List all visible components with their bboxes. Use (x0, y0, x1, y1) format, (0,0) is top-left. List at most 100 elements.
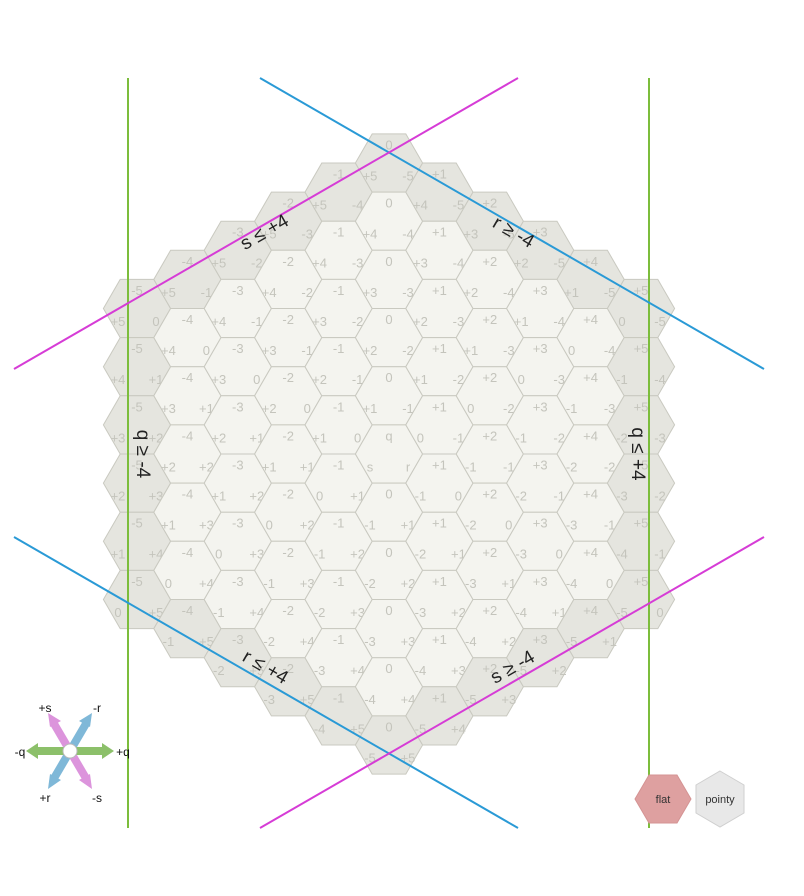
hex-r-coord: +3 (501, 692, 516, 707)
hex-q-coord: -3 (232, 283, 244, 298)
hex-s-coord: -3 (314, 663, 326, 678)
hex-q-coord: +5 (634, 283, 649, 298)
hex-s-coord: -3 (465, 576, 477, 591)
hex-q-coord: +3 (533, 283, 548, 298)
constraint-lines (13, 77, 765, 829)
hex-r-coord: -4 (553, 314, 565, 329)
hex-r-coord: -1 (352, 372, 364, 387)
hex-cell: +4-40 (556, 308, 625, 368)
hex-q-coord: -1 (333, 399, 345, 414)
hex-cell: -4+40 (153, 540, 222, 600)
hex-s-coord: -2 (263, 634, 275, 649)
hex-s-coord: -2 (515, 489, 527, 504)
hex-q-coord: -2 (282, 196, 294, 211)
hex-r-coord: -4 (604, 343, 616, 358)
hex-q-coord: -4 (182, 603, 194, 618)
hex-s-coord: +1 (564, 285, 579, 300)
hex-r-coord: 0 (656, 605, 663, 620)
hex-r-coord: +2 (199, 459, 214, 474)
hex-s-coord: -5 (364, 750, 376, 765)
hex-cell: 0 +2 -2 (354, 540, 424, 600)
hex-cell: -1 -2 +3 (304, 278, 373, 339)
hex-r-coord: +1 (401, 518, 416, 533)
hex-r-coord: -1 (654, 547, 666, 562)
hex-cell: +1 -5 +4 (405, 162, 474, 222)
hex-r-coord: +4 (199, 576, 214, 591)
hex-r-coord: -5 (402, 168, 414, 183)
hex-q-coord: -2 (282, 428, 294, 443)
pointy-button-label: pointy (705, 794, 735, 806)
minus-q-label: -q (15, 745, 26, 759)
hex-s-coord: -2 (616, 430, 628, 445)
hex-s-coord: +2 (211, 430, 226, 445)
hex-q-coord: +1 (432, 167, 447, 182)
hex-q-coord: -4 (182, 487, 194, 502)
flat-button[interactable]: flat (634, 774, 692, 824)
hex-cell: +1 +3 -4 (405, 628, 474, 688)
hex-s-coord: +2 (111, 489, 126, 504)
hex-r-coord: -1 (402, 401, 414, 416)
hex-q-coord: -2 (282, 603, 294, 618)
hex-s-coord: -5 (566, 634, 578, 649)
hex-r-coord: +4 (401, 692, 416, 707)
hex-q-coord: -2 (282, 254, 294, 269)
hex-r-coord: +2 (401, 576, 416, 591)
hex-s-coord: -1 (566, 401, 578, 416)
hex-q-coord: 0 (385, 137, 392, 152)
hex-q-coord: +2 (482, 487, 497, 502)
hex-q-coord: -3 (232, 399, 244, 414)
hex-s-coord: -3 (415, 605, 427, 620)
hex-q-coord: -2 (282, 370, 294, 385)
s-min-line (259, 536, 765, 829)
hex-r-coord: -2 (553, 430, 565, 445)
hex-cell: +5-50 (606, 278, 676, 339)
hex-q-coord: +1 (432, 632, 447, 647)
hex-q-coord: -5 (131, 399, 143, 414)
hex-r-coord: -2 (301, 285, 313, 300)
hex-q-coord: -3 (232, 225, 244, 240)
hex-cell: -5 0 +5 (102, 278, 172, 339)
hex-s-coord: +4 (262, 285, 277, 300)
hex-q-coord: -4 (182, 545, 194, 560)
axes-legend: +s -r -q +q +r -s (15, 701, 130, 805)
hex-r-coord: -4 (402, 227, 414, 242)
hex-s-coord: -1 (415, 489, 427, 504)
hex-s-coord: +3 (312, 314, 327, 329)
hex-r-coord: -5 (553, 256, 565, 271)
hex-r-coord: -2 (604, 459, 616, 474)
hex-q-coord: +5 (634, 399, 649, 414)
hex-s-coord: +4 (413, 198, 428, 213)
hex-q-coord: +2 (482, 661, 497, 676)
hex-cell: -5 +1 +4 (102, 337, 172, 397)
hex-r-coord: +2 (552, 663, 567, 678)
hex-r-coord: -4 (503, 285, 515, 300)
hex-cell: -30+3 (203, 337, 272, 397)
hex-q-coord: 0 (385, 603, 392, 618)
hex-r-coord: +3 (350, 605, 365, 620)
hex-r-coord: +3 (401, 634, 416, 649)
hex-s-coord: +3 (463, 227, 478, 242)
hex-r-coord: +1 (602, 634, 617, 649)
hex-q-coord: +2 (482, 254, 497, 269)
hex-cell: +3 +1 -4 (506, 569, 575, 630)
hex-r-coord: +4 (300, 634, 315, 649)
hex-s-coord: -4 (465, 634, 477, 649)
hex-q-coord: +1 (432, 399, 447, 414)
hex-r-coord: -1 (301, 343, 313, 358)
hex-q-coord: 0 (385, 196, 392, 211)
hex-q-coord: -1 (333, 341, 345, 356)
hex-r-coord: +1 (501, 576, 516, 591)
hex-r-coord: -3 (553, 372, 565, 387)
hex-s-coord: +1 (211, 489, 226, 504)
r-min-line (259, 77, 765, 370)
hex-r-coord: -1 (201, 285, 213, 300)
pointy-button[interactable]: pointy (695, 770, 745, 828)
hex-cell: +3-1-2 (506, 453, 575, 513)
hex-s-coord: -2 (314, 605, 326, 620)
hex-q-coord: 0 (385, 254, 392, 269)
hex-cell: +50-5 (606, 569, 676, 630)
hex-r-coord: r (406, 459, 411, 474)
hex-s-coord: +1 (363, 401, 378, 416)
hex-s-coord: -3 (364, 634, 376, 649)
hex-s-coord: -5 (616, 605, 628, 620)
